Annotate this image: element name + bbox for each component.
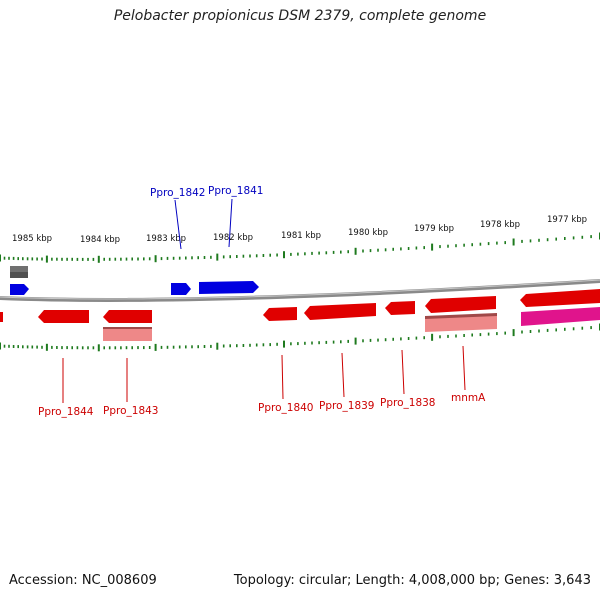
gene-labels: Ppro_1842 Ppro_1841 Ppro_1844 Ppro_1843 … [38, 185, 486, 418]
leader-ppro-1842 [174, 199, 182, 250]
tick-label-1977: 1977 kbp [547, 215, 587, 225]
gene-box-mnma-light[interactable] [425, 315, 497, 332]
leader-mnma [462, 345, 466, 391]
gene-arrow-ppro-1840[interactable] [263, 307, 297, 321]
pseudogene-box[interactable] [10, 266, 28, 272]
label-ppro-1844[interactable]: Ppro_1844 [38, 406, 94, 418]
label-ppro-1841[interactable]: Ppro_1841 [208, 185, 263, 197]
accession-text: Accession: NC_008609 [9, 573, 157, 588]
tick-label-1980: 1980 kbp [348, 228, 388, 238]
tick-label-1982: 1982 kbp [213, 233, 253, 243]
leader-ppro-1841 [228, 198, 233, 248]
scale-ticks-outer [0, 232, 600, 263]
gene-arrow-edge-left[interactable] [0, 312, 3, 322]
label-ppro-1840[interactable]: Ppro_1840 [258, 402, 313, 414]
scale-ticks-inner [0, 323, 600, 352]
label-leaders [62, 198, 466, 403]
label-mnma[interactable]: mnmA [451, 392, 486, 404]
gene-arrow-ppro-1839[interactable] [304, 303, 376, 320]
gene-box-mnma-edge [425, 313, 497, 319]
reverse-genes [0, 289, 600, 341]
label-ppro-1842[interactable]: Ppro_1842 [150, 187, 205, 199]
gene-arrow-forward-left[interactable] [10, 284, 29, 295]
tick-label-1984: 1984 kbp [80, 235, 120, 245]
gene-arrow-ppro-1843[interactable] [103, 310, 152, 323]
gene-box-ppro-1843-edge [103, 327, 152, 329]
pseudogene-box-shade [10, 272, 28, 278]
gene-arrow-ppro-1841[interactable] [199, 281, 259, 294]
genome-backbone-highlight [0, 279, 600, 300]
tick-label-1981: 1981 kbp [281, 231, 321, 241]
label-ppro-1843[interactable]: Ppro_1843 [103, 405, 158, 417]
scale-labels: 1985 kbp 1984 kbp 1983 kbp 1982 kbp 1981… [12, 215, 587, 245]
genome-backbone [0, 279, 600, 302]
gene-arrow-ppro-1842[interactable] [171, 283, 191, 295]
forward-genes [10, 266, 259, 295]
tick-label-1978: 1978 kbp [480, 220, 520, 230]
gene-arrow-ppro-1844[interactable] [38, 310, 89, 323]
label-ppro-1838[interactable]: Ppro_1838 [380, 397, 435, 409]
leader-ppro-1840 [281, 354, 284, 400]
leader-ppro-1839 [341, 352, 345, 398]
map-title: Pelobacter propionicus DSM 2379, complet… [113, 8, 487, 24]
label-ppro-1839[interactable]: Ppro_1839 [319, 400, 374, 412]
tick-label-1983: 1983 kbp [146, 234, 186, 244]
leader-ppro-1838 [401, 349, 405, 395]
gene-arrow-ppro-1838[interactable] [385, 301, 415, 315]
gene-arrow-mnma[interactable] [425, 296, 496, 313]
tick-label-1985: 1985 kbp [12, 234, 52, 244]
gene-box-pink[interactable] [521, 307, 600, 326]
tick-label-1979: 1979 kbp [414, 224, 454, 234]
gene-arrow-right-edge[interactable] [520, 289, 600, 307]
genome-summary-text: Topology: circular; Length: 4,008,000 bp… [233, 573, 591, 588]
gene-box-ppro-1843-light[interactable] [103, 327, 152, 341]
